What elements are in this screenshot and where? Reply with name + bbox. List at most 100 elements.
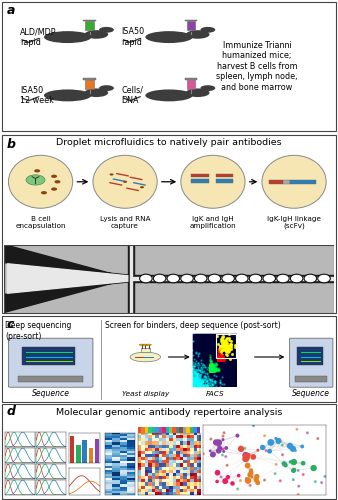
Point xyxy=(221,356,226,364)
Point xyxy=(219,356,224,364)
Point xyxy=(208,364,214,372)
Text: IgK-IgH linkage
(scFv): IgK-IgH linkage (scFv) xyxy=(267,216,321,229)
Text: Molecular genomic antibody repertoire analysis: Molecular genomic antibody repertoire an… xyxy=(56,408,282,418)
Point xyxy=(196,381,202,389)
Point xyxy=(217,352,222,360)
Point xyxy=(192,378,197,386)
Point xyxy=(209,366,214,374)
FancyBboxPatch shape xyxy=(290,180,316,184)
Point xyxy=(207,366,213,374)
Point xyxy=(213,366,218,374)
Point xyxy=(208,364,214,372)
Point xyxy=(204,381,209,389)
Point xyxy=(220,352,225,360)
Ellipse shape xyxy=(145,90,193,102)
Point xyxy=(217,356,222,364)
Point xyxy=(208,364,213,372)
Point xyxy=(211,382,216,390)
Point xyxy=(210,362,215,370)
Point xyxy=(207,366,212,374)
Point xyxy=(216,356,221,364)
Point xyxy=(199,382,204,390)
Point xyxy=(193,378,198,386)
Point xyxy=(195,370,200,378)
Point xyxy=(220,355,225,363)
Point xyxy=(210,366,215,374)
Point xyxy=(212,376,217,384)
Point xyxy=(209,364,214,372)
Ellipse shape xyxy=(262,156,326,208)
Point xyxy=(222,340,227,347)
Point xyxy=(216,356,221,364)
Point xyxy=(207,365,213,373)
Point xyxy=(207,364,212,372)
Point xyxy=(224,346,230,354)
Point xyxy=(200,360,206,368)
Point xyxy=(208,367,214,375)
Point xyxy=(276,437,281,445)
Text: Yeast display: Yeast display xyxy=(122,390,169,397)
Text: Droplet microfluidics to natively pair antibodies: Droplet microfluidics to natively pair a… xyxy=(56,138,282,147)
Point xyxy=(209,364,214,372)
Polygon shape xyxy=(4,244,129,278)
Polygon shape xyxy=(128,244,135,312)
Point xyxy=(197,366,203,374)
Point xyxy=(212,366,218,374)
Point xyxy=(216,354,221,362)
Point xyxy=(209,357,214,365)
Point xyxy=(217,356,223,364)
Point xyxy=(216,356,221,364)
Point xyxy=(216,354,222,362)
Point xyxy=(194,382,199,390)
Point xyxy=(194,376,199,384)
Point xyxy=(216,356,221,364)
Point xyxy=(207,366,212,374)
Point xyxy=(217,356,222,364)
Point xyxy=(207,367,212,375)
Point xyxy=(191,376,197,384)
Point xyxy=(191,379,196,387)
Point xyxy=(209,367,214,375)
Text: a: a xyxy=(7,4,15,17)
Point xyxy=(283,462,288,469)
Point xyxy=(212,364,217,372)
Point xyxy=(193,379,198,387)
Point xyxy=(191,382,197,390)
Circle shape xyxy=(143,344,148,346)
Point xyxy=(293,446,298,454)
Point xyxy=(216,356,221,364)
Point xyxy=(219,346,225,354)
Point xyxy=(216,354,221,362)
Point xyxy=(208,378,213,386)
Point xyxy=(216,352,221,360)
Point xyxy=(220,356,225,364)
Point xyxy=(217,350,222,358)
Point xyxy=(292,465,297,473)
Point xyxy=(196,380,201,388)
Point xyxy=(208,366,213,374)
Point xyxy=(195,366,201,374)
Point xyxy=(194,382,199,390)
Point xyxy=(191,380,197,388)
Point xyxy=(216,355,221,363)
Point xyxy=(208,366,213,374)
Point xyxy=(207,367,212,375)
Point xyxy=(193,373,198,381)
Point xyxy=(191,380,196,388)
Point xyxy=(216,346,221,354)
Point xyxy=(191,377,196,385)
Point xyxy=(211,364,216,372)
Point xyxy=(196,380,202,388)
Point xyxy=(217,356,222,364)
Point xyxy=(291,466,296,474)
Point xyxy=(216,352,221,360)
Point xyxy=(219,356,224,364)
Point xyxy=(190,380,196,388)
Point xyxy=(195,365,200,373)
Point xyxy=(190,382,196,390)
Point xyxy=(219,356,224,364)
Point xyxy=(190,380,195,388)
Point xyxy=(216,354,221,362)
Point xyxy=(207,350,213,358)
Point xyxy=(211,366,217,374)
